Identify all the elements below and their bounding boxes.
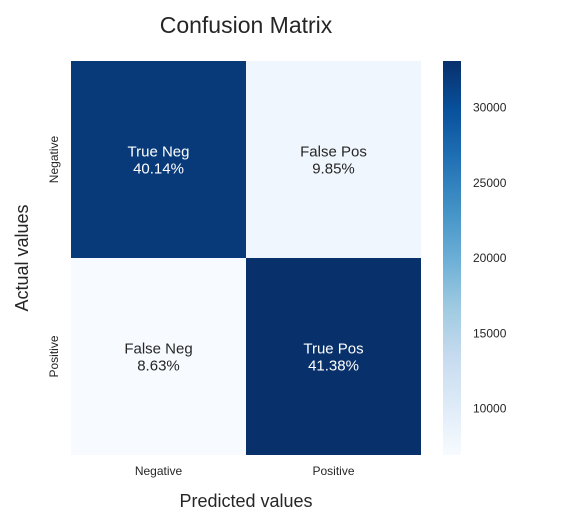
colorbar-tick-label: 15000 [473, 326, 507, 340]
cell-name-label: True Neg [128, 144, 190, 161]
cell-name-label: False Pos [300, 144, 367, 161]
cell-percent-label: 41.38% [308, 358, 359, 375]
y-tick-labels: Negative Positive [47, 136, 61, 378]
colorbar-tick-label: 25000 [473, 176, 507, 190]
colorbar-ticks: 10000 15000 20000 25000 30000 [473, 101, 507, 416]
y-axis-label: Actual values [12, 204, 32, 311]
x-tick-labels: Negative Positive [135, 464, 355, 478]
heatmap-cell [246, 258, 421, 455]
x-tick-label: Positive [312, 464, 354, 478]
heatmap-cell [71, 61, 246, 258]
cell-percent-label: 9.85% [312, 161, 355, 178]
colorbar [443, 61, 461, 455]
colorbar-tick-label: 20000 [473, 251, 507, 265]
cell-percent-label: 40.14% [133, 161, 184, 178]
x-axis-label: Predicted values [179, 491, 312, 511]
cell-name-label: True Pos [303, 341, 363, 358]
y-tick-label: Positive [47, 335, 61, 377]
y-tick-label: Negative [47, 136, 61, 184]
heatmap-cell [71, 258, 246, 455]
x-tick-label: Negative [135, 464, 183, 478]
chart-title: Confusion Matrix [160, 12, 333, 38]
cell-name-label: False Neg [124, 341, 192, 358]
heatmap-cell [246, 61, 421, 258]
colorbar-tick-label: 10000 [473, 401, 507, 415]
colorbar-tick-label: 30000 [473, 101, 507, 115]
cell-percent-label: 8.63% [137, 358, 180, 375]
